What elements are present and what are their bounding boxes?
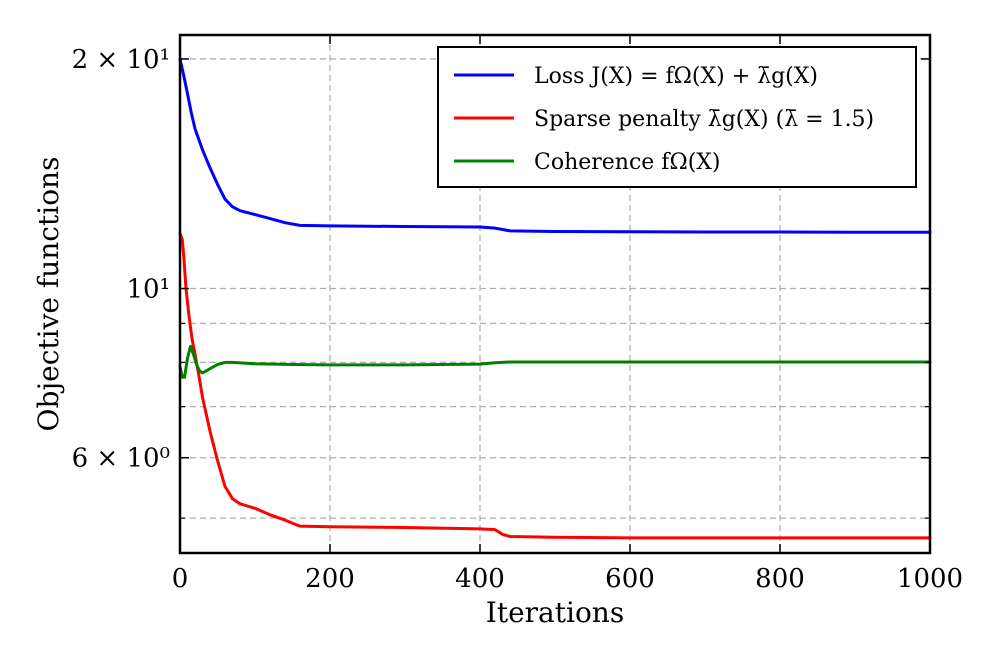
series-line-0 [178,57,932,234]
legend-label-1: Sparse penalty λ̄g(X) (λ̄ = 1.5) [534,107,874,132]
x-tick-label: 800 [755,564,805,594]
tick-labels: 0 200 400 600 800 1000 2 × 10¹ 10¹ 6 × 10⁰ [72,45,963,594]
series-lines [178,57,932,540]
x-tick-label: 0 [172,564,189,594]
x-tick-label: 1000 [897,564,963,594]
x-tick-label: 600 [605,564,655,594]
series-line-2 [178,344,932,379]
axis-ticks [179,35,931,553]
y-tick-label: 6 × 10⁰ [72,444,170,474]
legend-label-0: Loss J(X) = fΩ(X) + λ̄g(X) [534,64,818,89]
x-axis-label: Iterations [486,596,624,629]
legend-box [437,46,917,188]
plot-frame [178,33,932,555]
y-tick-label: 2 × 10¹ [72,45,170,75]
series-line-1 [178,232,932,540]
legend: Loss J(X) = fΩ(X) + λ̄g(X) Sparse penalty… [437,46,917,188]
x-tick-label: 200 [305,564,355,594]
y-axis-label: Objective functions [32,157,65,432]
x-tick-label: 400 [455,564,505,594]
y-tick-label: 10¹ [126,275,170,305]
legend-label-2: Coherence fΩ(X) [534,150,721,175]
